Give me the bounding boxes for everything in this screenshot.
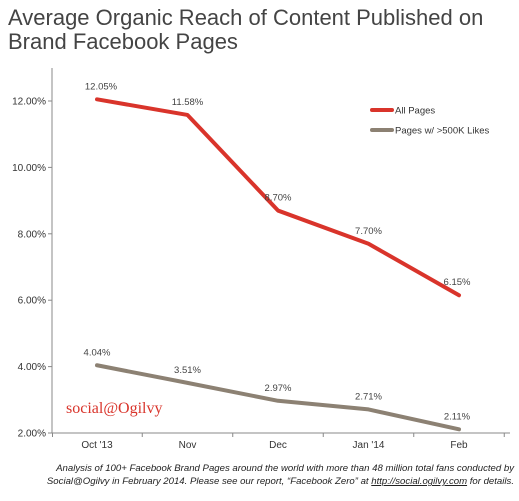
legend-label: Pages w/ >500K Likes: [395, 126, 490, 137]
y-tick-label: 2.00%: [18, 429, 46, 440]
data-label: 12.05%: [85, 81, 118, 92]
footnote-text: Analysis of 100+ Facebook Brand Pages ar…: [46, 463, 514, 487]
data-label: 2.71%: [355, 391, 382, 402]
data-label: 6.15%: [444, 277, 471, 288]
x-tick-label: Dec: [269, 440, 287, 451]
y-tick-label: 10.00%: [12, 163, 46, 174]
data-label: 2.11%: [444, 411, 471, 422]
chart-title-line-2: Brand Facebook Pages: [8, 29, 238, 54]
data-label: 7.70%: [355, 226, 382, 237]
data-label: 3.51%: [174, 365, 201, 376]
x-tick-label: Oct '13: [81, 440, 113, 451]
legend-label: All Pages: [395, 106, 435, 117]
chart-series: 12.05% 11.58% 8.70% 7.70% 6.15% 4.04% 3.51% 2.9…: [84, 81, 471, 432]
footnote-suffix: for details.: [467, 476, 514, 487]
chart-legend: All Pages Pages w/ >500K Likes: [370, 106, 490, 137]
footnote-link[interactable]: http://social.ogilvy.com: [371, 476, 468, 487]
y-tick-label: 12.00%: [12, 97, 46, 108]
x-tick-label: Feb: [450, 440, 468, 451]
x-tick-label: Nov: [179, 440, 197, 451]
y-tick-label: 8.00%: [18, 229, 46, 240]
chart-title: Average Organic Reach of Content Publish…: [8, 6, 513, 54]
chart-title-line-1: Average Organic Reach of Content Publish…: [8, 5, 484, 30]
y-axis-ticks: 2.00% 4.00% 6.00% 8.00% 10.00% 12.00%: [12, 97, 52, 440]
data-label: 4.04%: [84, 347, 111, 358]
data-label: 2.97%: [265, 383, 292, 394]
x-tick-label: Jan '14: [353, 440, 385, 451]
data-label: 11.58%: [172, 97, 204, 108]
social-ogilvy-logo: social@Ogilvy: [66, 400, 163, 417]
x-axis-ticks: Oct '13 Nov Dec Jan '14 Feb: [52, 433, 505, 451]
chart-axes: [51, 68, 510, 434]
y-tick-label: 6.00%: [18, 296, 46, 307]
data-label: 8.70%: [265, 193, 292, 204]
footnote: Analysis of 100+ Facebook Brand Pages ar…: [6, 462, 514, 488]
y-tick-label: 4.00%: [18, 362, 46, 373]
series-line: [95, 363, 461, 432]
